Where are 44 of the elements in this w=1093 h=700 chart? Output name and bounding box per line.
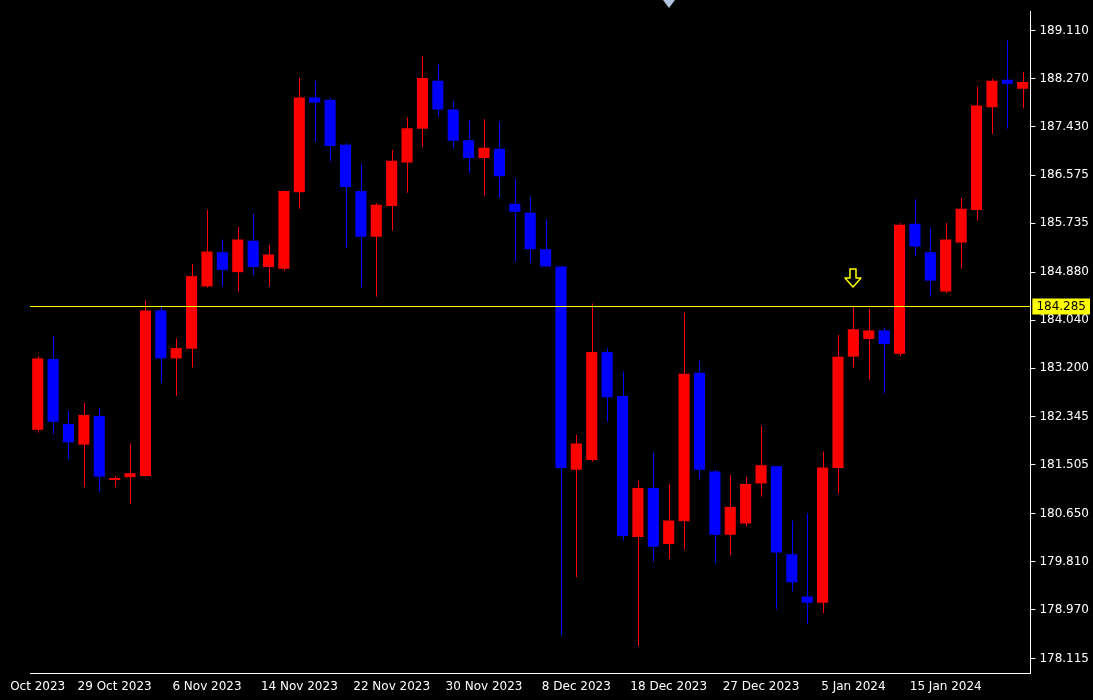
x-tick-label: 6 Nov 2023 (172, 678, 242, 693)
y-tick-label: 178.970 (1039, 601, 1089, 616)
y-tick-label: 186.575 (1039, 167, 1089, 182)
x-tick-label: 27 Dec 2023 (722, 678, 800, 693)
x-tick-label: 18 Dec 2023 (630, 678, 708, 693)
y-tick-label: 188.270 (1039, 70, 1089, 85)
y-tick-label: 184.880 (1039, 264, 1089, 279)
candlestick (478, 118, 490, 197)
y-tick-label: 179.810 (1039, 553, 1089, 568)
x-tick-label: 30 Nov 2023 (445, 678, 523, 693)
candlestick (463, 119, 475, 174)
x-tick-label: 14 Nov 2023 (260, 678, 338, 693)
ref-line-label: 184.285 (1036, 298, 1086, 313)
y-tick-label: 184.040 (1039, 312, 1089, 327)
x-tick-label: 29 Oct 2023 (77, 678, 152, 693)
y-tick-label: 182.345 (1039, 409, 1089, 424)
candlestick (755, 425, 767, 498)
candlestick (1001, 39, 1013, 130)
y-tick-label: 180.650 (1039, 505, 1089, 520)
candlestick (309, 80, 321, 143)
candlestick (878, 327, 890, 394)
candlestick (663, 483, 675, 560)
y-tick-label: 181.505 (1039, 457, 1089, 472)
candlestick (1017, 71, 1029, 109)
x-tick-label: Oct 2023 (10, 678, 66, 693)
candlestick (863, 308, 875, 381)
y-tick-label: 183.200 (1039, 360, 1089, 375)
candlestick (909, 198, 921, 257)
candlestick (216, 239, 228, 287)
x-tick-label: 15 Jan 2024 (909, 678, 982, 693)
candlestick (801, 512, 813, 625)
x-tick-label: 5 Jan 2024 (821, 678, 886, 693)
y-tick-label: 189.110 (1039, 22, 1089, 37)
x-tick-label: 8 Dec 2023 (541, 678, 611, 693)
candlestick (170, 337, 182, 397)
candlestick (509, 178, 521, 263)
candlestick (540, 218, 552, 268)
y-tick-label: 185.735 (1039, 215, 1089, 230)
candlestick (124, 442, 136, 505)
x-tick-label: 22 Nov 2023 (353, 678, 431, 693)
candlestick (62, 410, 75, 460)
candlestick (263, 244, 275, 287)
y-tick-label: 178.115 (1039, 650, 1089, 665)
y-tick-label: 187.430 (1039, 118, 1089, 133)
